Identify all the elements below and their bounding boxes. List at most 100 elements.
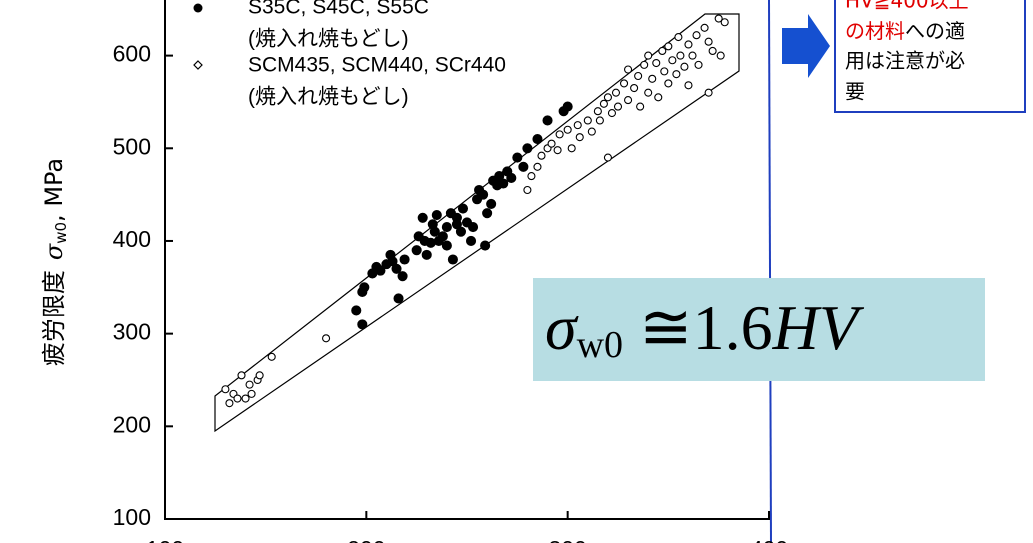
point xyxy=(233,394,242,403)
point xyxy=(658,46,667,56)
point xyxy=(563,125,572,134)
point xyxy=(634,71,643,81)
note-box xyxy=(834,0,1026,113)
y-tick-label: 300 xyxy=(113,319,151,345)
x-tick-label: 300 xyxy=(548,536,586,543)
y-axis-label: 疲労限度 σw0, MPa xyxy=(40,158,70,366)
point xyxy=(357,319,368,330)
point xyxy=(648,74,657,83)
point xyxy=(245,380,254,389)
point xyxy=(417,212,428,223)
y-label-symbol: σ xyxy=(40,243,68,260)
point xyxy=(684,40,693,49)
point xyxy=(704,37,713,46)
point xyxy=(644,88,653,97)
y-tick-label: 500 xyxy=(113,133,151,159)
point xyxy=(652,58,661,68)
point xyxy=(397,271,408,282)
point xyxy=(567,144,576,153)
point xyxy=(704,88,713,97)
point xyxy=(225,399,234,408)
x-tick-label: 400 xyxy=(750,536,788,543)
formula-sub: w0 xyxy=(577,324,623,366)
note-line: HV≧400以上 xyxy=(845,0,969,13)
point xyxy=(267,352,276,361)
point xyxy=(482,208,493,219)
point xyxy=(486,198,497,209)
point xyxy=(603,153,612,162)
formula: σw0 ≅1.6HV xyxy=(545,292,865,366)
point xyxy=(716,51,725,60)
formula-rest: ≅1.6 xyxy=(623,292,773,363)
note-line: 要 xyxy=(845,80,865,104)
point xyxy=(607,109,617,118)
point xyxy=(688,51,697,60)
point xyxy=(676,51,685,60)
point xyxy=(672,70,681,79)
point xyxy=(599,99,608,108)
point xyxy=(714,14,723,23)
note-text: への適 xyxy=(905,19,965,43)
point xyxy=(708,46,717,56)
x-tick-label: 100 xyxy=(146,536,184,543)
point xyxy=(393,293,404,304)
point xyxy=(498,178,509,189)
point xyxy=(537,151,546,160)
formula-var: HV xyxy=(772,292,865,363)
point xyxy=(624,96,633,105)
legend-label: SCM435, SCM440, SCr440 xyxy=(248,54,506,77)
point xyxy=(241,394,250,403)
point xyxy=(660,67,669,76)
point xyxy=(359,282,370,293)
point xyxy=(547,139,556,148)
point xyxy=(522,143,533,154)
point xyxy=(467,222,479,233)
point xyxy=(255,371,264,380)
point xyxy=(523,185,532,195)
point xyxy=(644,51,653,60)
point xyxy=(684,81,693,90)
point xyxy=(441,222,452,233)
point xyxy=(700,23,709,32)
point xyxy=(322,334,331,343)
legend-condition: (焼入れ焼もどし) xyxy=(248,28,409,51)
point xyxy=(692,31,701,40)
point xyxy=(664,42,673,51)
point xyxy=(619,79,629,88)
point xyxy=(562,101,573,112)
point xyxy=(391,263,402,274)
point xyxy=(573,121,582,130)
point xyxy=(611,88,621,97)
point xyxy=(437,231,448,242)
point xyxy=(630,83,639,93)
point xyxy=(465,235,477,247)
point xyxy=(533,162,542,171)
formula-symbol: σ xyxy=(545,292,579,363)
point xyxy=(237,371,246,380)
point xyxy=(247,389,256,398)
note-line: 用は注意が必 xyxy=(845,49,965,73)
point xyxy=(636,102,645,111)
point xyxy=(603,93,612,102)
point xyxy=(478,189,489,200)
point xyxy=(532,133,543,145)
point xyxy=(587,127,596,136)
point xyxy=(399,254,410,265)
point xyxy=(664,79,673,88)
point xyxy=(351,305,362,316)
legend-condition: (焼入れ焼もどし) xyxy=(248,86,409,109)
point xyxy=(720,18,729,27)
point xyxy=(431,209,442,221)
note-line: の材料への適 xyxy=(845,19,965,43)
point xyxy=(640,60,649,69)
point xyxy=(624,65,633,74)
y-tick-label: 400 xyxy=(113,226,151,252)
point xyxy=(553,146,562,155)
point xyxy=(411,245,422,256)
point xyxy=(613,102,623,111)
y-label-text: 疲労限度 xyxy=(40,270,68,366)
legend-label: S35C, S45C, S55C xyxy=(248,0,429,19)
point xyxy=(421,249,432,260)
point xyxy=(593,107,602,116)
